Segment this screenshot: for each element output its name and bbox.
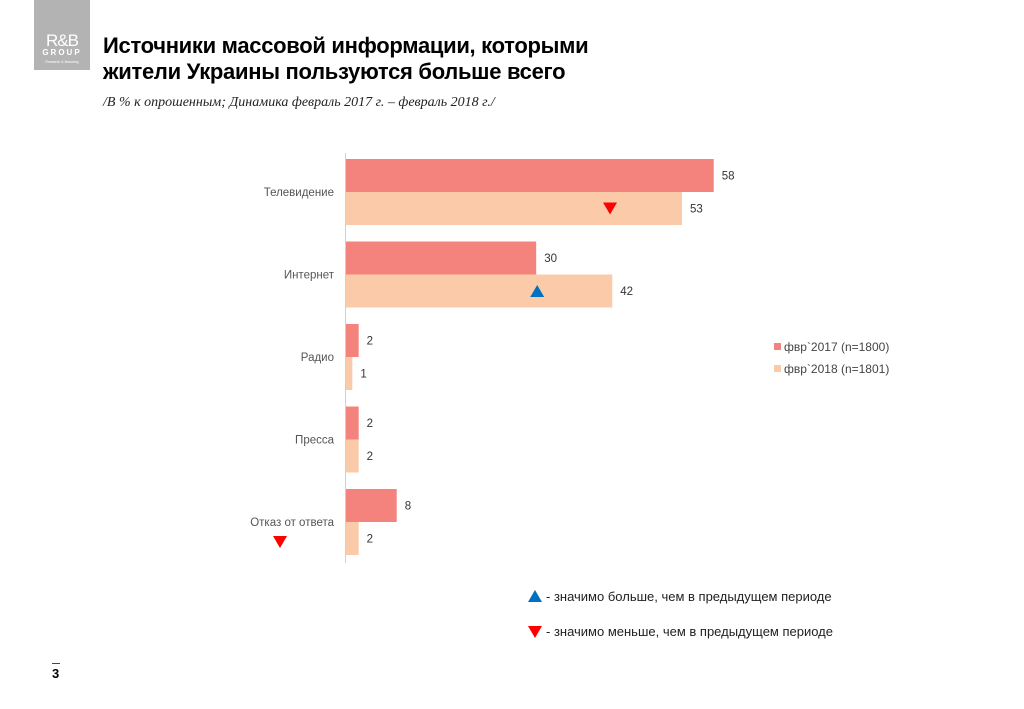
legend-label-2017: фвр`2017 (n=1800) [784,340,890,354]
data-label: 1 [360,369,366,381]
title-line1: Источники массовой информации, которыми [103,33,589,58]
category-label: Телевидение [264,187,334,199]
triangle-down-icon [603,202,618,215]
logo-line1: R&B [46,31,79,50]
logo-line3: Research & Branding [45,60,79,64]
triangle-up-icon [528,589,542,602]
triangle-up-icon [530,285,545,297]
bar-2017 [346,406,359,440]
note-significant-increase: - значимо больше, чем в предыдущем перио… [528,589,832,604]
note-up-text: - значимо больше, чем в предыдущем перио… [546,589,832,604]
bar-2018 [346,357,353,390]
legend-swatch-2017 [774,343,781,351]
bar-2018 [346,192,683,225]
bar-2018 [346,522,359,555]
legend-item-2018: фвр`2018 (n=1801) [774,362,889,376]
legend-item-2017: фвр`2017 (n=1800) [774,340,889,354]
category-label: Пресса [295,435,335,447]
data-label: 58 [722,171,735,183]
bar-2018 [346,274,613,308]
data-label: 42 [620,286,633,298]
bar-2017 [346,241,537,275]
data-label: 2 [367,534,373,546]
data-label: 2 [367,418,373,430]
note-down-text: - значимо меньше, чем в предыдущем перио… [546,624,833,639]
bar-2017 [346,489,397,522]
data-label: 53 [690,204,703,216]
logo: R&B GROUP Research & Branding [34,0,90,70]
legend-label-2018: фвр`2018 (n=1801) [784,362,890,376]
data-label: 30 [544,253,557,265]
title-line2: жители Украины пользуются больше всего [103,59,566,84]
bar-2017 [346,324,359,357]
category-label: Отказ от ответа [250,517,334,529]
legend-swatch-2018 [774,365,781,373]
triangle-down-icon [273,536,287,548]
bar-2017 [346,159,714,192]
category-label: Интернет [284,270,335,282]
bar-2018 [346,439,359,473]
data-label: 2 [367,451,373,463]
data-label: 2 [367,336,373,348]
page-number: 3 [52,666,60,681]
logo-line2: GROUP [42,48,82,57]
note-significant-decrease: - значимо меньше, чем в предыдущем перио… [528,624,833,639]
category-label: Радио [301,352,334,364]
subtitle: /В % к опрошенным; Динамика февраль 2017… [103,95,495,110]
page-number-bar [52,663,60,664]
data-label: 8 [405,501,411,513]
triangle-down-icon [528,625,542,638]
page-title: Источники массовой информации, которыми … [103,33,589,85]
